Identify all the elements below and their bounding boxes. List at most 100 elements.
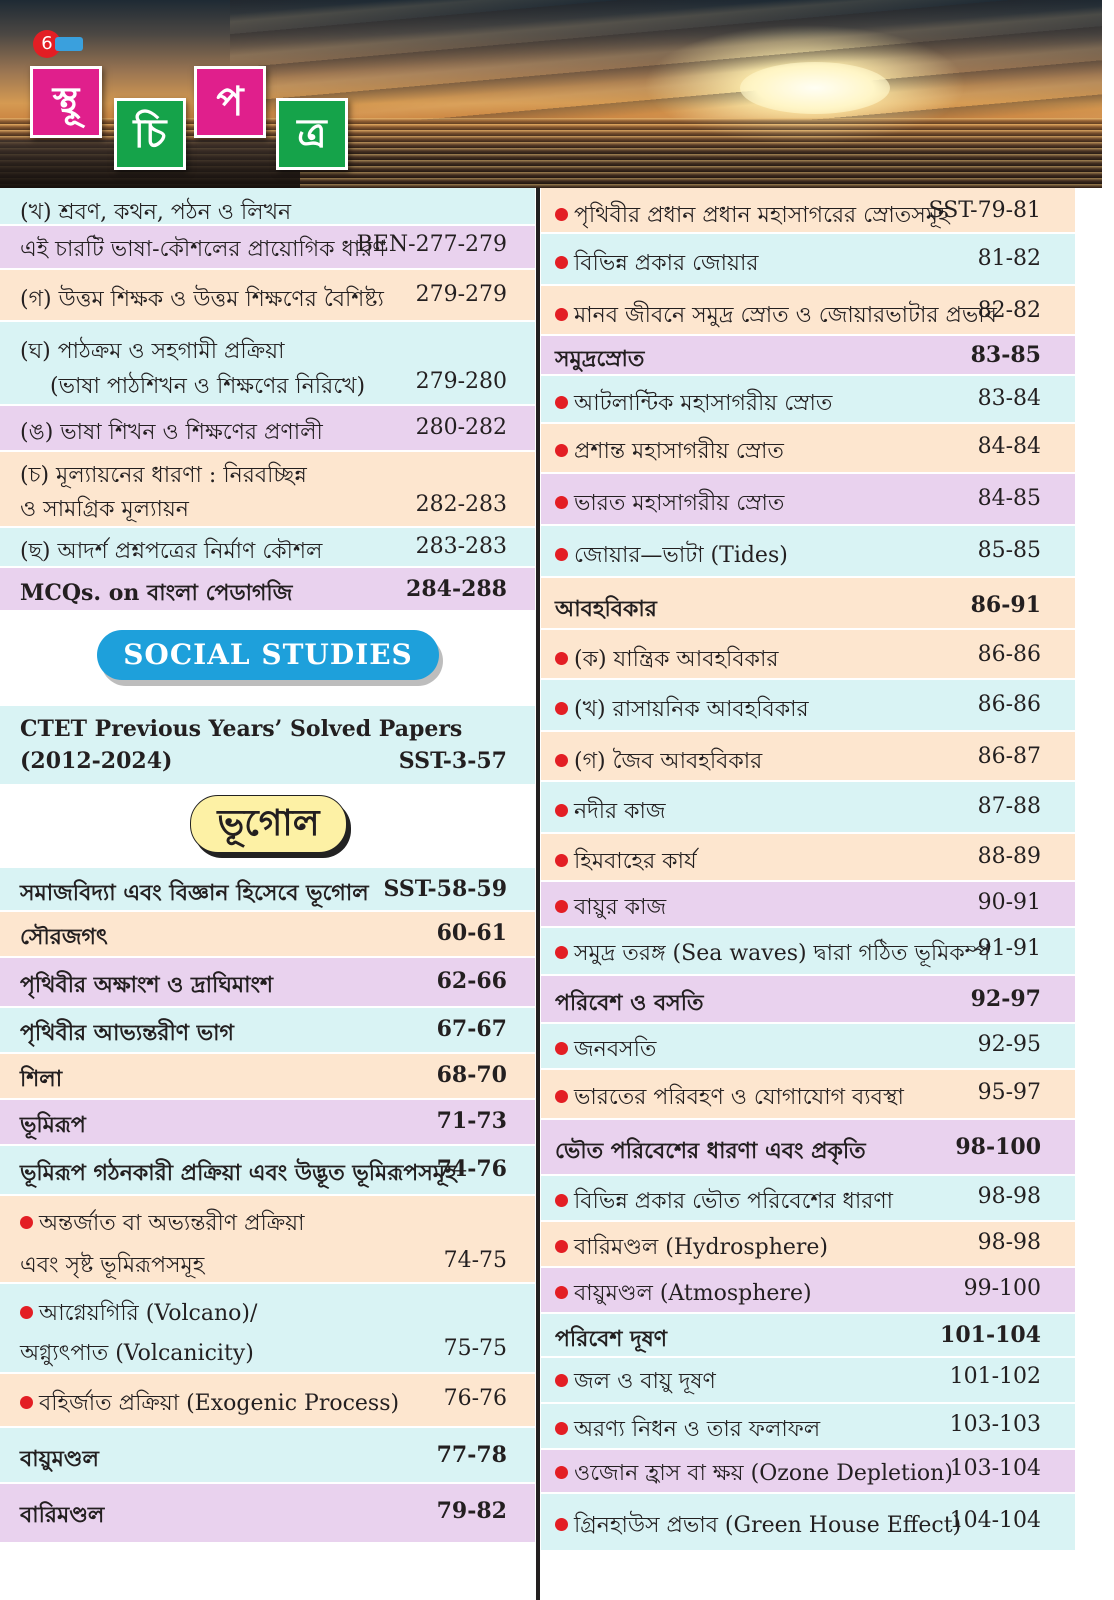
toc-row: পৃথিবীর আভ্যন্তরীণ ভাগ 67-67 (0, 1008, 535, 1054)
toc-title-text: আগ্নেয়গিরি (Volcano)/ (39, 1301, 258, 1326)
toc-title: হিমবাহের কার্য (555, 844, 697, 881)
bullet-icon (555, 1286, 568, 1299)
toc-page: 99-100 (963, 1276, 1041, 1301)
bullet-icon (555, 1422, 568, 1435)
toc-row: (ঘ) পাঠক্রম ও সহগামী প্রক্রিয়া (ভাষা পা… (0, 322, 535, 406)
bullet-icon (555, 1466, 568, 1479)
toc-page: 71-73 (436, 1108, 507, 1134)
toc-page: 74-75 (443, 1248, 507, 1273)
toc-row: (ক) যান্ত্রিক আবহবিকার 86-86 (541, 630, 1075, 680)
toc-title: পরিবেশ দূষণ (555, 1326, 668, 1352)
bullet-icon (555, 1518, 568, 1531)
toc-row: পৃথিবীর অক্ষাংশ ও দ্রাঘিমাংশ 62-66 (0, 958, 535, 1008)
toc-page: 91-91 (977, 936, 1041, 961)
toc-row: নদীর কাজ 87-88 (541, 782, 1075, 834)
ctet-title: CTET Previous Years’ Solved Papers (20, 716, 463, 742)
bullet-icon (555, 754, 568, 767)
toc-title: পৃথিবীর আভ্যন্তরীণ ভাগ (20, 1020, 234, 1046)
bullet-icon (20, 1306, 33, 1319)
toc-title: শিলা (20, 1066, 63, 1092)
toc-row: বায়ুর কাজ 90-91 (541, 882, 1075, 928)
toc-title-text: নদীর কাজ (574, 799, 666, 824)
bullet-icon (555, 1194, 568, 1207)
toc-page: 86-86 (977, 642, 1041, 667)
toc-page: 103-104 (949, 1456, 1041, 1481)
toc-page: 90-91 (977, 890, 1041, 915)
toc-page: 92-97 (970, 986, 1041, 1012)
toc-title-text: বিভিন্ন প্রকার জোয়ার (574, 251, 759, 276)
toc-row: (চ) মূল্যায়নের ধারণা : নিরবচ্ছিন্ন ও সা… (0, 452, 535, 528)
toc-title: ভূমিরূপ গঠনকারী প্রক্রিয়া এবং উদ্ভূত ভূ… (20, 1160, 457, 1186)
toc-title: (খ) রাসায়নিক আবহবিকার (555, 692, 809, 729)
toc-page: 282-283 (415, 492, 507, 517)
bullet-icon (555, 444, 568, 457)
toc-page: 101-102 (949, 1364, 1041, 1389)
toc-title: জনবসতি (555, 1032, 656, 1069)
toc-page: 85-85 (977, 538, 1041, 563)
toc-title: বিভিন্ন প্রকার ভৌত পরিবেশের ধারণা (555, 1184, 893, 1221)
toc-row: এই চারটি ভাষা-কৌশলের প্রায়োগিক ধারণ BEN… (0, 226, 535, 270)
toc-title: ভারতের পরিবহণ ও যোগাযোগ ব্যবস্থা (555, 1080, 904, 1117)
bullet-icon (555, 946, 568, 959)
toc-page: 86-91 (970, 592, 1041, 618)
toc-title: সমুদ্রস্রোত (555, 346, 645, 372)
bullet-icon (555, 208, 568, 221)
toc-title: (ক) যান্ত্রিক আবহবিকার (555, 642, 778, 679)
bullet-icon (555, 1374, 568, 1387)
bullet-icon (555, 702, 568, 715)
toc-page: 83-84 (977, 386, 1041, 411)
bullet-icon (20, 1216, 33, 1229)
toc-title-text: (ক) যান্ত্রিক আবহবিকার (574, 647, 779, 672)
toc-row: (খ) রাসায়নিক আবহবিকার 86-86 (541, 680, 1075, 732)
toc-title-line2: অগ্ন্যুৎপাত (Volcanicity) (20, 1341, 254, 1366)
toc-row: অরণ্য নিধন ও তার ফলাফল 103-103 (541, 1404, 1075, 1450)
ctet-years: (2012-2024) (20, 748, 173, 774)
toc-page: 86-87 (977, 744, 1041, 769)
toc-title: বারিমণ্ডল (Hydrosphere) (555, 1230, 828, 1267)
bullet-icon (555, 1042, 568, 1055)
toc-page: 79-82 (436, 1498, 507, 1524)
toc-page: 87-88 (977, 794, 1041, 819)
toc-title-text: প্রশান্ত মহাসাগরীয় স্রোত (574, 439, 784, 464)
title-tile-1: স্থূ (30, 66, 102, 138)
toc-title-text: ভারত মহাসাগরীয় স্রোত (574, 491, 785, 516)
toc-title-line2: এবং সৃষ্ট ভূমিরূপসমূহ (20, 1253, 205, 1278)
toc-page: 98-98 (977, 1230, 1041, 1255)
toc-page: 280-282 (415, 415, 507, 440)
toc-page: 82-82 (977, 298, 1041, 323)
toc-row: বিভিন্ন প্রকার ভৌত পরিবেশের ধারণা 98-98 (541, 1176, 1075, 1222)
toc-title: MCQs. on বাংলা পেডাগজি (20, 580, 293, 606)
toc-title: নদীর কাজ (555, 794, 666, 831)
toc-row: বিভিন্ন প্রকার জোয়ার 81-82 (541, 234, 1075, 286)
toc-page: 84-85 (977, 486, 1041, 511)
toc-title: ভৌত পরিবেশের ধারণা এবং প্রকৃতি (555, 1138, 866, 1164)
toc-row: ভারত মহাসাগরীয় স্রোত 84-85 (541, 474, 1075, 526)
toc-title-text: পৃথিবীর প্রধান প্রধান মহাসাগরের স্রোতসমূ… (574, 203, 950, 228)
toc-title-text: অন্তর্জাত বা অভ্যন্তরীণ প্রক্রিয়া (39, 1211, 305, 1236)
toc-page: 88-89 (977, 844, 1041, 869)
bullet-icon (555, 1240, 568, 1253)
title-tile-3: প (194, 66, 266, 138)
toc-row: মানব জীবনে সমুদ্র স্রোত ও জোয়ারভাটার প্… (541, 286, 1075, 336)
toc-title: পৃথিবীর অক্ষাংশ ও দ্রাঘিমাংশ (20, 972, 273, 998)
toc-row: বায়ুমণ্ডল (Atmosphere) 99-100 (541, 1268, 1075, 1314)
toc-page: 75-75 (443, 1336, 507, 1361)
toc-row: (খ) শ্রবণ, কথন, পঠন ও লিখন (0, 188, 535, 226)
toc-title: পরিবেশ ও বসতি (555, 990, 704, 1016)
toc-row: আবহবিকার 86-91 (541, 578, 1075, 630)
toc-page: 83-85 (970, 342, 1041, 368)
toc-title: (ছ) আদর্শ প্রশ্নপত্রের নির্মাণ কৌশল (20, 539, 323, 564)
toc-title: পৃথিবীর প্রধান প্রধান মহাসাগরের স্রোতসমূ… (555, 198, 950, 235)
toc-page: 86-86 (977, 692, 1041, 717)
toc-title-text: অরণ্য নিধন ও তার ফলাফল (574, 1417, 821, 1442)
toc-title: আবহবিকার (555, 596, 657, 622)
toc-page: 284-288 (406, 576, 507, 602)
toc-title-text: (খ) রাসায়নিক আবহবিকার (574, 697, 809, 722)
bullet-icon (20, 1396, 33, 1409)
toc-row: (ঙ) ভাষা শিখন ও শিক্ষণের প্রণালী 280-282 (0, 406, 535, 452)
toc-title: (খ) শ্রবণ, কথন, পঠন ও লিখন (20, 200, 292, 225)
toc-row: অন্তর্জাত বা অভ্যন্তরীণ প্রক্রিয়া এবং স… (0, 1196, 535, 1284)
clouds-decoration (230, 0, 1102, 120)
toc-title-text: বিভিন্ন প্রকার ভৌত পরিবেশের ধারণা (574, 1189, 894, 1214)
